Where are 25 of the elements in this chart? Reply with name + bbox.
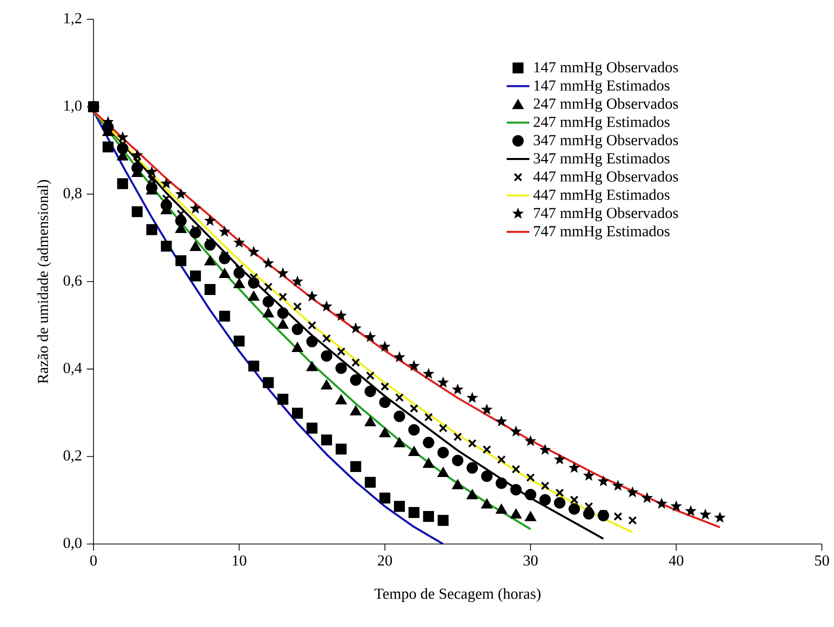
x-tick-label: 0	[90, 555, 97, 566]
x-tick-label: 50	[815, 555, 829, 566]
legend-label: 347 mmHg Observados	[534, 134, 678, 148]
y-tick-label: 0,4	[64, 362, 82, 376]
x-tick-label: 20	[378, 555, 392, 566]
x-axis-title: Tempo de Secagem (horas)	[374, 588, 540, 602]
y-axis-title: Razão de umidade (admensional)	[37, 180, 52, 384]
x-tick-label: 10	[232, 555, 246, 566]
legend-label: 347 mmHg Estimados	[534, 152, 670, 167]
legend-label: 447 mmHg Estimados	[533, 189, 670, 203]
y-tick-label: 1,0	[64, 100, 82, 113]
x-tick-label: 30	[524, 555, 538, 566]
legend-label: 747 mmHg Observados	[534, 207, 678, 222]
legend-label: 147 mmHg Observados	[534, 62, 678, 76]
y-tick-label: 0,6	[64, 275, 82, 288]
y-tick-label: 0,8	[64, 188, 82, 200]
legend-label: 247 mmHg Observados	[534, 98, 678, 112]
legend-label: 247 mmHg Estimados	[534, 116, 670, 130]
y-tick-label: 0,0	[64, 538, 82, 550]
legend-label: 447 mmHg Observados	[533, 170, 678, 185]
x-tick-label: 40	[668, 555, 684, 566]
legend-label: 147 mmHg Estimados	[534, 80, 670, 94]
y-tick-label: 0,2	[64, 450, 82, 463]
y-tick-label: 1,2	[64, 12, 82, 26]
legend-label: 747 mmHg Estimados	[534, 225, 670, 240]
